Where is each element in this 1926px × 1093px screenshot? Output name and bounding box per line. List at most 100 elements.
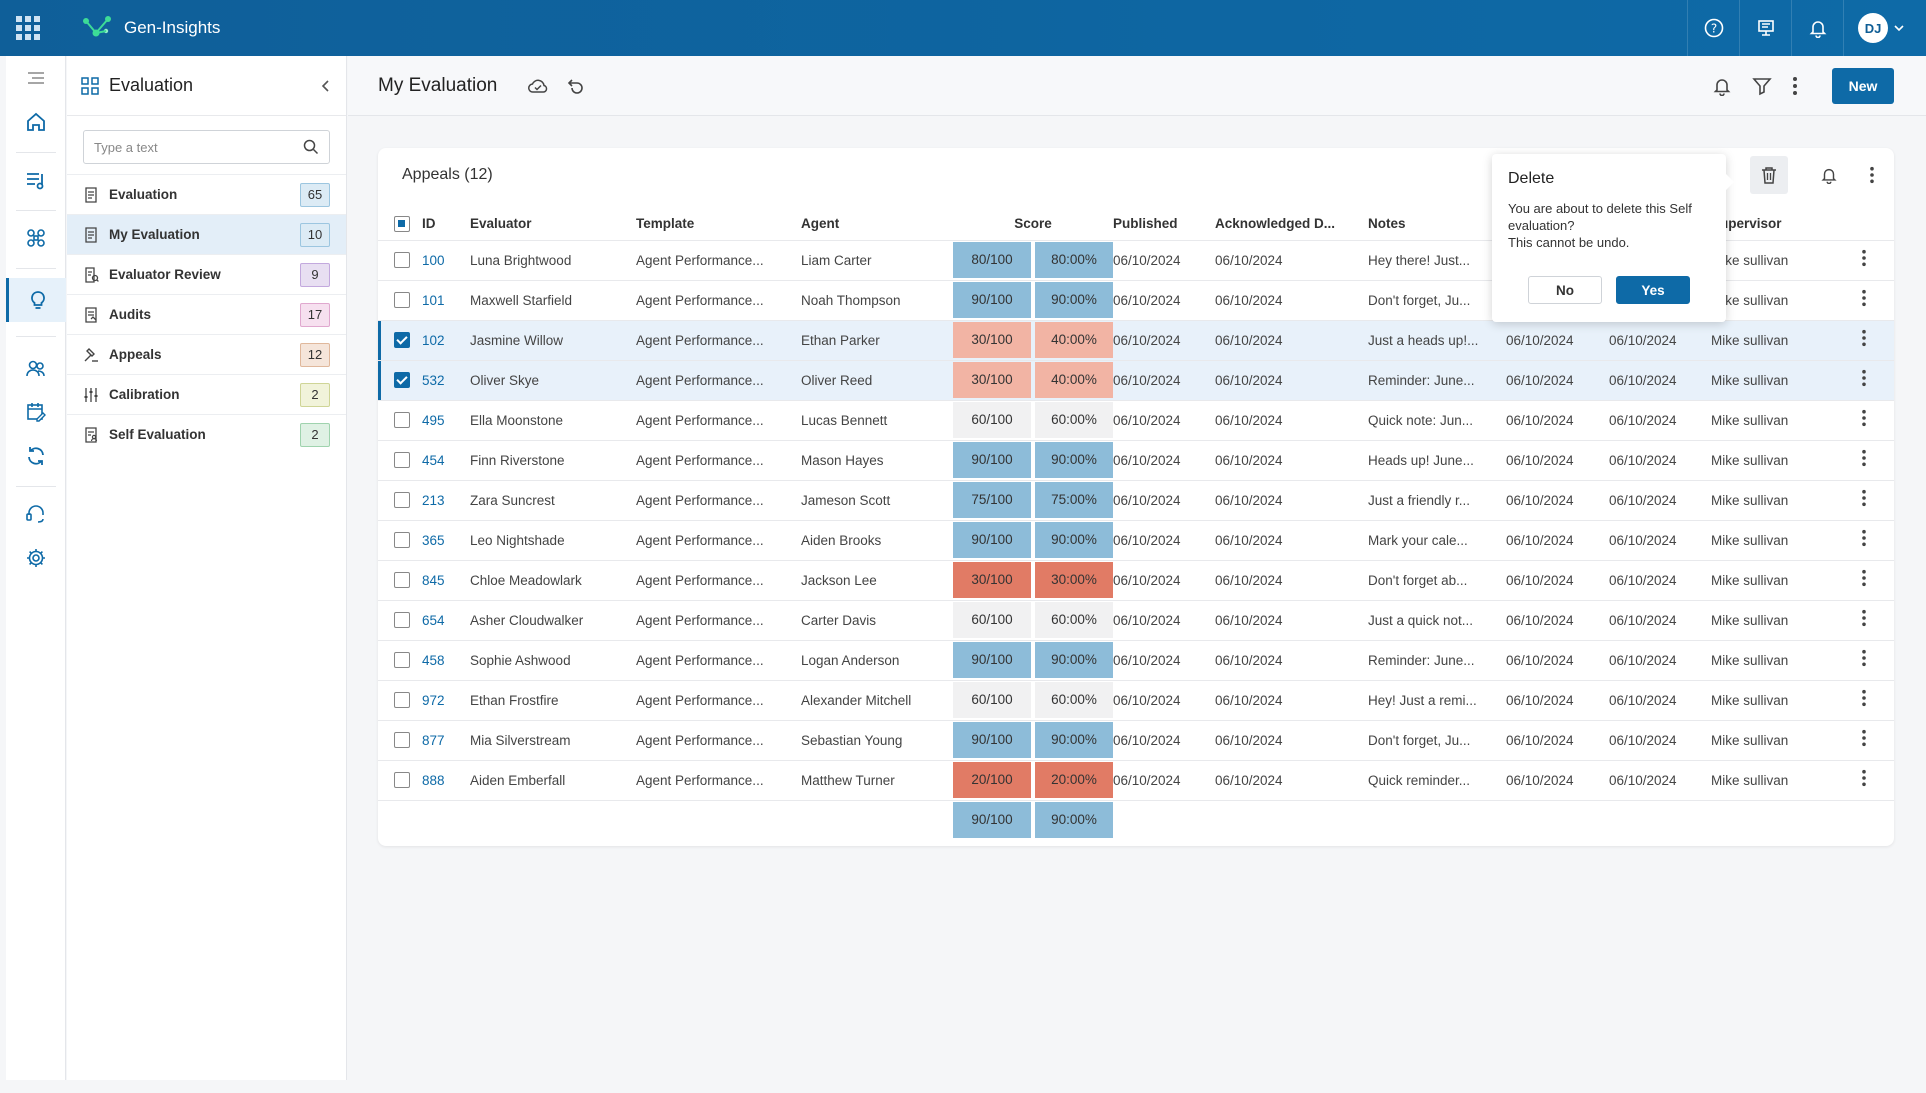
select-all-checkbox[interactable] [394,215,410,232]
row-id-link[interactable]: 972 [422,692,445,708]
calendar-edit-icon[interactable] [6,390,66,434]
row-id-link[interactable]: 845 [422,572,445,588]
row-more-vertical-icon[interactable] [1861,609,1867,627]
row-id-link[interactable]: 100 [422,252,445,268]
table-row[interactable]: 102 Jasmine Willow Agent Performance... Eth… [378,319,1894,360]
notification-bell-icon[interactable] [1791,0,1843,56]
table-row[interactable]: 654 Asher Cloudwalker Agent Performance...… [378,599,1894,640]
column-header-agent[interactable]: Agent [801,216,840,232]
row-checkbox[interactable] [394,452,410,469]
table-row[interactable]: 877 Mia Silverstream Agent Performance... S… [378,719,1894,760]
column-header-template[interactable]: Template [636,216,695,232]
row-more-vertical-icon[interactable] [1861,729,1867,747]
row-id-link[interactable]: 213 [422,492,445,508]
row-checkbox[interactable] [394,492,410,509]
brand[interactable]: Gen-Insights [80,13,220,43]
search-icon[interactable] [303,139,319,155]
delete-trash-icon[interactable] [1750,156,1788,194]
side-item-evaluator-review[interactable]: Evaluator Review 9 [67,254,346,294]
row-id-link[interactable]: 495 [422,412,445,428]
table-row[interactable]: 213 Zara Suncrest Agent Performance... Jame… [378,479,1894,520]
column-header-score[interactable]: Score [1014,216,1052,232]
card-bell-icon[interactable] [1810,156,1848,194]
side-item-evaluation[interactable]: Evaluation 65 [67,174,346,214]
row-more-vertical-icon[interactable] [1861,649,1867,667]
settings-gear-icon[interactable] [6,536,66,580]
table-row[interactable]: 365 Leo Nightshade Agent Performance... Aid… [378,519,1894,560]
sync-icon[interactable] [6,434,66,478]
card-more-vertical-icon[interactable] [1862,156,1882,194]
menu-toggle-icon[interactable] [6,56,66,100]
app-launcher-icon[interactable] [0,0,56,56]
row-id-link[interactable]: 877 [422,732,445,748]
row-checkbox[interactable] [394,332,410,349]
column-header-acknowledged[interactable]: Acknowledged D... [1215,216,1336,232]
insights-lightbulb-icon[interactable] [6,278,66,322]
row-checkbox[interactable] [394,652,410,669]
row-checkbox[interactable] [394,412,410,429]
row-checkbox[interactable] [394,292,410,309]
presentation-icon[interactable] [1739,0,1791,56]
row-id-link[interactable]: 654 [422,612,445,628]
row-checkbox[interactable] [394,772,410,789]
row-more-vertical-icon[interactable] [1861,569,1867,587]
side-search-input[interactable] [94,139,303,155]
side-item-calibration[interactable]: Calibration 2 [67,374,346,414]
row-checkbox[interactable] [394,572,410,589]
support-agent-icon[interactable] [6,492,66,536]
row-checkbox[interactable] [394,612,410,629]
row-id-link[interactable]: 454 [422,452,445,468]
yes-button[interactable]: Yes [1616,276,1690,304]
side-item-appeals[interactable]: Appeals 12 [67,334,346,374]
side-item-my-evaluation[interactable]: My Evaluation 10 [67,214,346,254]
table-row[interactable]: 972 Ethan Frostfire Agent Performance... Al… [378,679,1894,720]
row-more-vertical-icon[interactable] [1861,449,1867,467]
row-more-vertical-icon[interactable] [1861,289,1867,307]
user-menu[interactable]: DJ [1843,0,1926,56]
row-checkbox[interactable] [394,252,410,269]
no-button[interactable]: No [1528,276,1602,304]
table-row[interactable]: 888 Aiden Emberfall Agent Performance... Ma… [378,759,1894,800]
filter-icon[interactable] [1752,76,1772,96]
row-checkbox[interactable] [394,532,410,549]
row-id-link[interactable]: 458 [422,652,445,668]
table-row[interactable]: 101 Maxwell Starfield Agent Performance...… [378,279,1894,320]
row-id-link[interactable]: 365 [422,532,445,548]
row-id-link[interactable]: 101 [422,292,445,308]
table-row[interactable]: 458 Sophie Ashwood Agent Performance... Log… [378,639,1894,680]
row-more-vertical-icon[interactable] [1861,249,1867,267]
row-more-vertical-icon[interactable] [1861,369,1867,387]
table-row[interactable]: 495 Ella Moonstone Agent Performance... Luc… [378,399,1894,440]
row-more-vertical-icon[interactable] [1861,769,1867,787]
bell-icon[interactable] [1712,76,1732,96]
playlist-icon[interactable] [6,158,66,202]
column-header-evaluator[interactable]: Evaluator [470,216,532,232]
cloud-save-icon[interactable] [527,77,549,95]
column-header-id[interactable]: ID [422,216,436,232]
side-item-audits[interactable]: Audits 17 [67,294,346,334]
column-header-supervisor[interactable]: Supervisor [1711,216,1782,232]
row-id-link[interactable]: 888 [422,772,445,788]
row-id-link[interactable]: 102 [422,332,445,348]
avatar[interactable]: DJ [1858,13,1888,43]
table-row[interactable]: 100 Luna Brightwood Agent Performance... Li… [378,239,1894,280]
column-header-notes[interactable]: Notes [1368,216,1406,232]
row-more-vertical-icon[interactable] [1861,329,1867,347]
team-icon[interactable] [6,346,66,390]
table-row[interactable]: 532 Oliver Skye Agent Performance... Oliver… [378,359,1894,400]
row-more-vertical-icon[interactable] [1861,529,1867,547]
row-id-link[interactable]: 532 [422,372,445,388]
table-row[interactable]: 845 Chloe Meadowlark Agent Performance... J… [378,559,1894,600]
row-checkbox[interactable] [394,732,410,749]
row-checkbox[interactable] [394,692,410,709]
collapse-chevron-left-icon[interactable] [320,79,332,93]
command-icon[interactable] [6,216,66,260]
row-checkbox[interactable] [394,372,410,389]
help-icon[interactable]: ? [1687,0,1739,56]
more-vertical-icon[interactable] [1792,76,1798,96]
new-button[interactable]: New [1832,68,1894,104]
home-icon[interactable] [6,100,66,144]
row-more-vertical-icon[interactable] [1861,689,1867,707]
undo-icon[interactable] [567,77,585,95]
table-row[interactable]: 454 Finn Riverstone Agent Performance... Ma… [378,439,1894,480]
